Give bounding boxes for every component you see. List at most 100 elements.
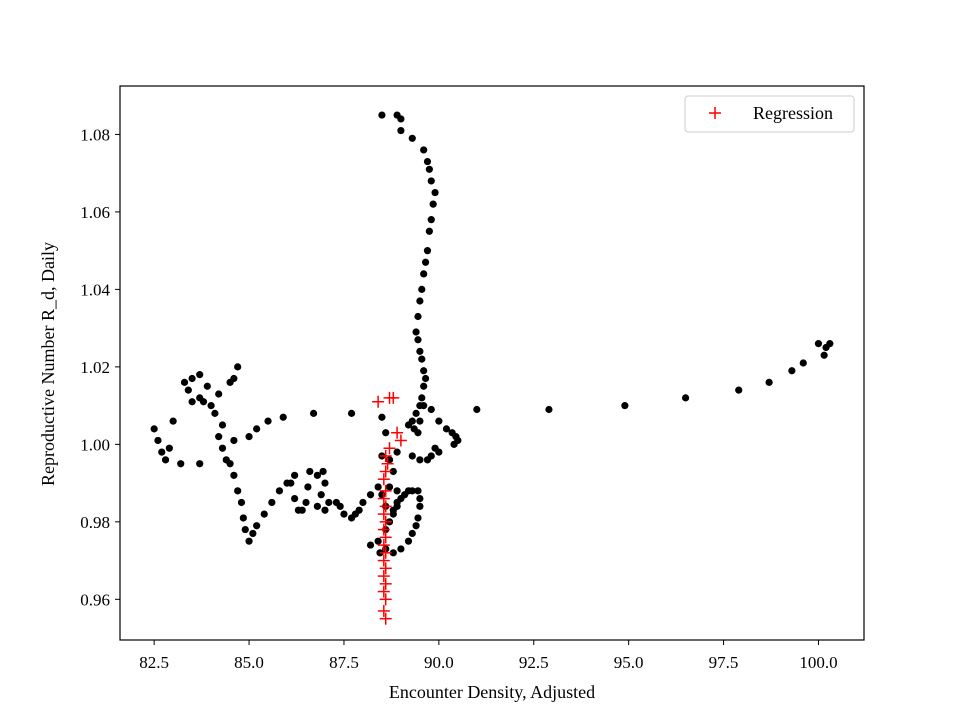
regression-point bbox=[377, 473, 390, 486]
data-point bbox=[416, 347, 424, 355]
data-point bbox=[319, 467, 327, 476]
legend-box bbox=[684, 95, 855, 133]
data-point bbox=[416, 456, 424, 464]
regression-point bbox=[394, 434, 407, 447]
data-point bbox=[389, 506, 397, 514]
data-point bbox=[427, 216, 435, 224]
regression-point bbox=[379, 465, 392, 478]
data-point bbox=[412, 328, 420, 336]
data-point bbox=[234, 487, 242, 495]
y-tick-label: 1.08 bbox=[80, 125, 110, 144]
data-point bbox=[414, 312, 422, 321]
data-point bbox=[404, 421, 413, 429]
data-point bbox=[366, 491, 375, 499]
data-point bbox=[393, 498, 401, 507]
data-point bbox=[237, 498, 246, 507]
series-regression bbox=[372, 391, 407, 625]
data-point bbox=[230, 471, 238, 479]
y-tick-label: 1.02 bbox=[80, 358, 110, 377]
data-point bbox=[283, 479, 291, 487]
data-point bbox=[150, 425, 158, 433]
data-point bbox=[215, 390, 223, 398]
x-tick-label: 87.5 bbox=[329, 653, 359, 672]
data-point bbox=[408, 452, 416, 460]
data-point bbox=[408, 529, 416, 538]
regression-point bbox=[381, 457, 394, 470]
y-tick-label: 0.98 bbox=[80, 513, 110, 532]
regression-point bbox=[379, 612, 392, 625]
regression-point bbox=[377, 604, 390, 617]
data-point bbox=[264, 417, 272, 425]
data-point bbox=[788, 367, 796, 375]
y-tick-label: 1.04 bbox=[80, 280, 110, 299]
data-point bbox=[230, 374, 238, 383]
data-point bbox=[408, 487, 416, 495]
data-point bbox=[427, 177, 435, 185]
data-point bbox=[313, 502, 321, 510]
data-point bbox=[414, 336, 422, 344]
data-point bbox=[309, 409, 318, 417]
data-point bbox=[291, 494, 299, 503]
data-point bbox=[431, 444, 439, 452]
data-point bbox=[420, 382, 428, 390]
data-point bbox=[245, 433, 253, 441]
data-point bbox=[196, 371, 204, 379]
data-point bbox=[393, 487, 401, 495]
data-point bbox=[321, 479, 329, 487]
data-point bbox=[416, 494, 424, 503]
data-point bbox=[820, 351, 828, 359]
data-point bbox=[425, 165, 433, 173]
data-point bbox=[420, 146, 428, 154]
regression-point bbox=[379, 546, 392, 559]
data-point bbox=[332, 498, 340, 507]
data-point bbox=[374, 483, 382, 491]
y-axis-ticks: 0.96 0.98 1.00 1.02 1.04 1.06 1.08 bbox=[80, 125, 120, 609]
data-point bbox=[294, 506, 303, 514]
data-point bbox=[207, 402, 215, 410]
data-point bbox=[416, 417, 424, 425]
regression-point bbox=[379, 593, 392, 606]
regression-point bbox=[383, 442, 396, 455]
data-point bbox=[302, 498, 310, 507]
data-point bbox=[304, 483, 312, 491]
data-point bbox=[317, 491, 325, 499]
data-point bbox=[177, 460, 185, 468]
y-tick-label: 1.06 bbox=[80, 203, 110, 222]
legend-label-regression: Regression bbox=[753, 103, 833, 123]
data-point bbox=[188, 374, 196, 383]
x-tick-label: 95.0 bbox=[614, 653, 644, 672]
data-point bbox=[222, 456, 230, 464]
regression-point bbox=[379, 500, 392, 513]
legend-plus-icon bbox=[709, 107, 721, 119]
data-point bbox=[401, 491, 409, 499]
data-point bbox=[325, 498, 333, 507]
data-point bbox=[196, 460, 204, 468]
data-point bbox=[234, 363, 242, 371]
x-tick-label: 92.5 bbox=[519, 653, 549, 672]
data-point bbox=[412, 522, 420, 530]
data-point bbox=[215, 433, 223, 441]
data-point bbox=[442, 425, 451, 433]
data-point bbox=[218, 421, 227, 429]
data-point bbox=[158, 448, 166, 456]
data-point bbox=[416, 297, 424, 305]
data-point bbox=[268, 498, 276, 507]
regression-point bbox=[379, 515, 392, 528]
data-point bbox=[279, 413, 287, 421]
regression-point bbox=[372, 395, 385, 408]
data-point bbox=[418, 355, 426, 363]
data-point bbox=[378, 413, 386, 421]
data-point bbox=[184, 386, 192, 394]
data-point bbox=[450, 440, 458, 448]
regression-point bbox=[377, 508, 390, 521]
x-tick-label: 100.0 bbox=[799, 653, 837, 672]
data-point bbox=[249, 529, 257, 538]
data-point bbox=[366, 541, 375, 549]
data-point bbox=[404, 537, 413, 545]
x-axis-label: Encounter Density, Adjusted bbox=[389, 682, 595, 702]
data-point bbox=[275, 487, 284, 495]
data-point bbox=[420, 367, 428, 375]
data-point bbox=[473, 405, 481, 414]
data-point bbox=[421, 374, 430, 383]
data-point bbox=[347, 514, 356, 522]
